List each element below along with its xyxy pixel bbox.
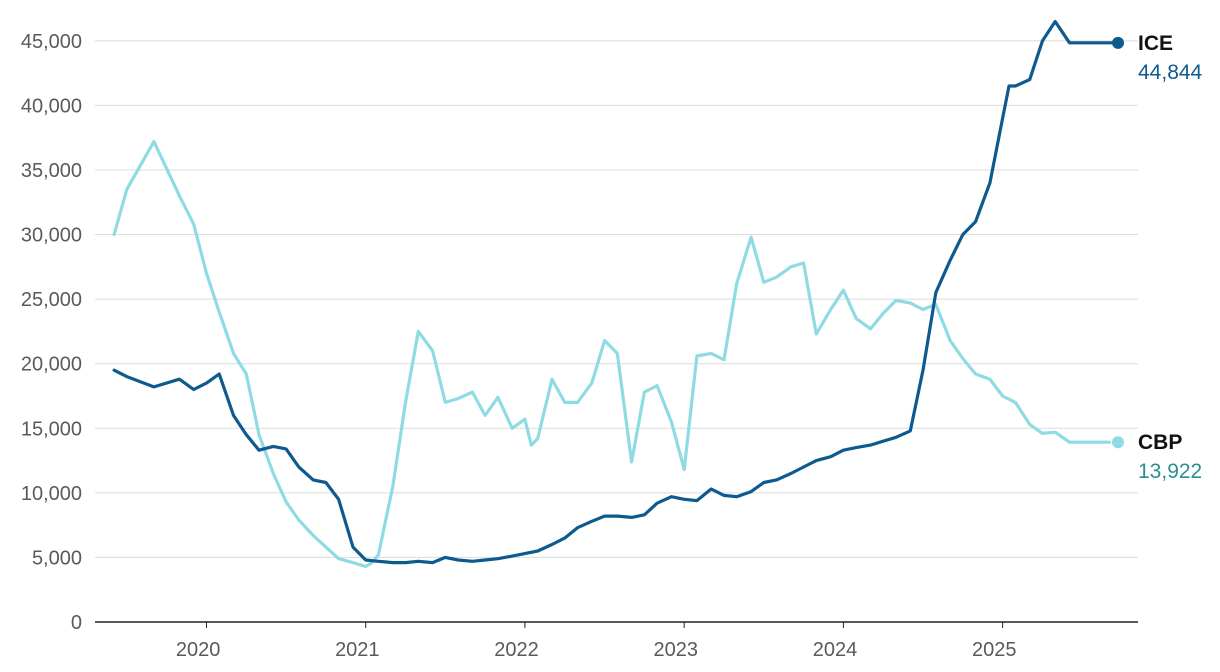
series-value-cbp: 13,922 [1138, 460, 1202, 483]
y-tick-label: 45,000 [21, 31, 82, 53]
series-line-cbp [112, 140, 1111, 569]
y-tick-label: 30,000 [21, 225, 82, 247]
x-tick-label: 2025 [972, 639, 1017, 661]
y-tick-label: 5,000 [32, 547, 82, 569]
x-tick-label: 2021 [335, 639, 380, 661]
y-tick-label: 10,000 [21, 483, 82, 505]
x-tick-label: 2023 [654, 639, 699, 661]
x-tick-label: 2024 [813, 639, 858, 661]
series-end-labels: CBP 13,922 ICE 44,844 [1138, 32, 1203, 483]
series-line-ice [112, 19, 1124, 565]
series-end-marker-ice [1112, 36, 1124, 49]
x-axis-tick-labels: 2020 2021 2022 2023 2024 2025 [176, 622, 1017, 661]
series-lines [112, 19, 1124, 569]
series-label-ice: ICE [1138, 32, 1173, 55]
y-tick-label: 0 [71, 612, 82, 634]
x-tick-label: 2022 [494, 639, 539, 661]
y-tick-label: 20,000 [21, 354, 82, 376]
y-tick-label: 25,000 [21, 289, 82, 311]
y-tick-label: 40,000 [21, 95, 82, 117]
gridlines [95, 40, 1138, 558]
series-value-ice: 44,844 [1138, 61, 1203, 84]
y-tick-label: 35,000 [21, 160, 82, 182]
x-tick-label: 2020 [176, 639, 221, 661]
series-label-cbp: CBP [1138, 431, 1182, 454]
y-tick-label: 15,000 [21, 418, 82, 440]
y-axis-tick-labels: 0 5,000 10,000 15,000 20,000 25,000 30,000 35,0… [21, 31, 82, 634]
series-end-marker-cbp [1112, 436, 1124, 449]
